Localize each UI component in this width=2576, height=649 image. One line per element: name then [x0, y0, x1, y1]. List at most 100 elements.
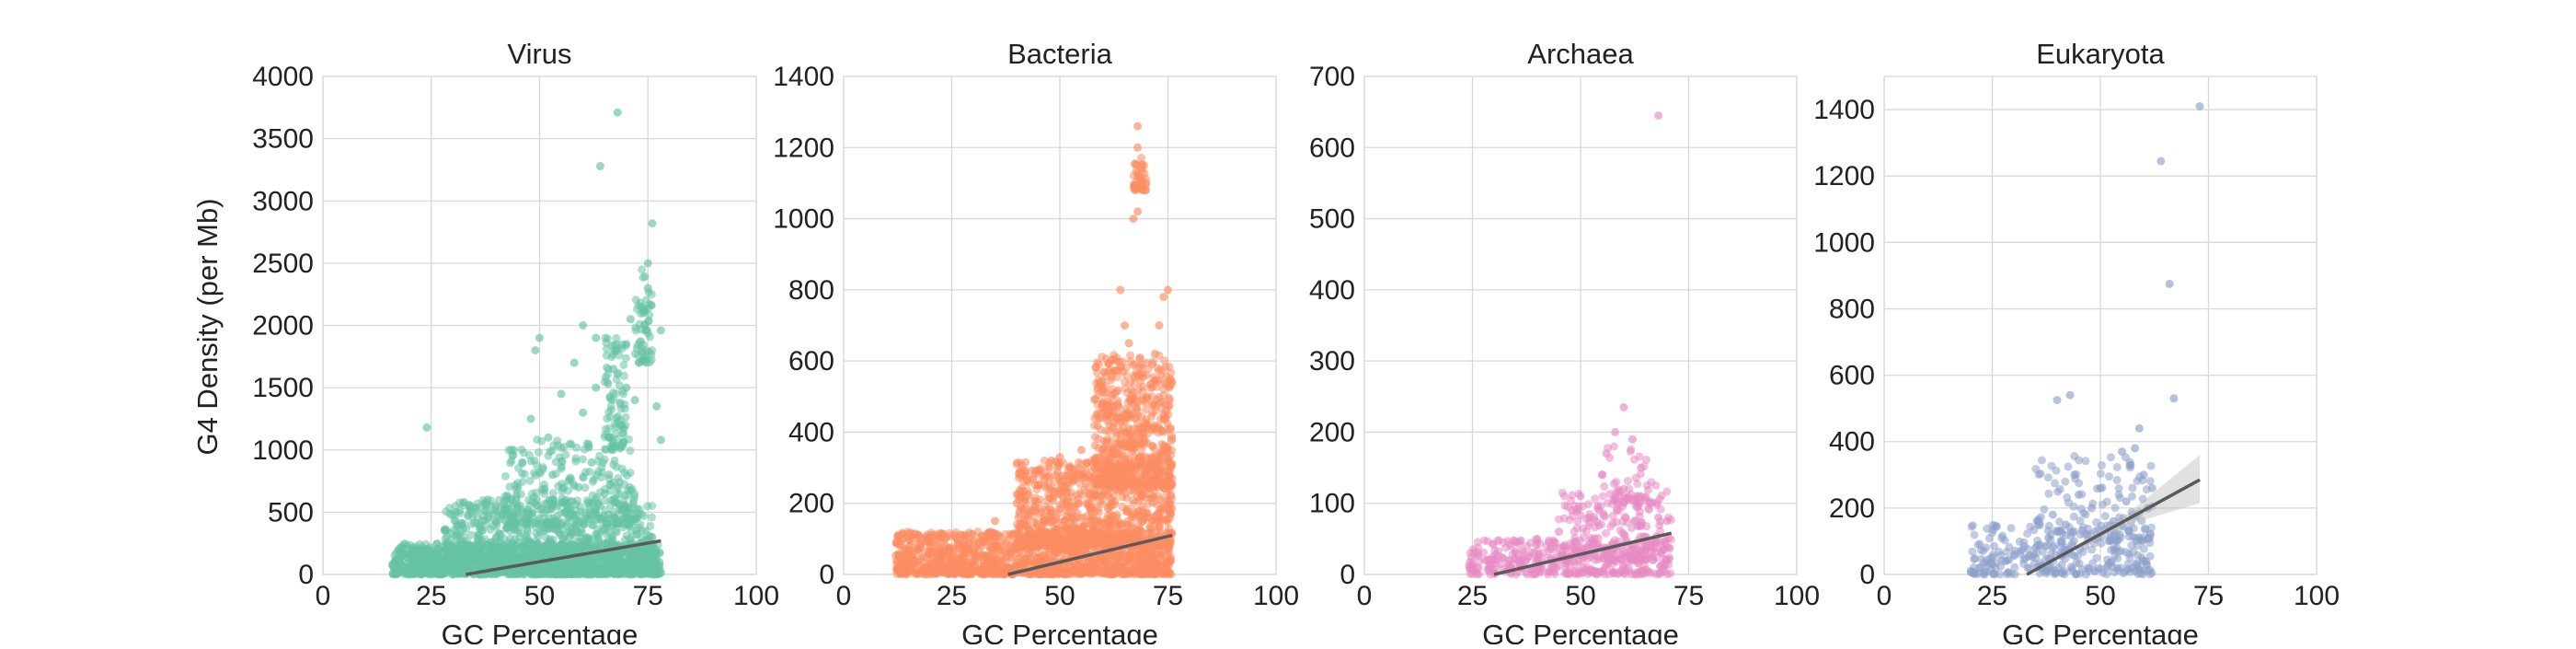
scatter-point	[613, 376, 621, 384]
scatter-point	[638, 265, 646, 273]
scatter-point	[1021, 522, 1029, 530]
scatter-point	[521, 536, 529, 544]
scatter-point	[610, 494, 618, 503]
scatter-point	[1021, 458, 1029, 467]
scatter-point	[644, 259, 652, 267]
scatter-point	[1156, 522, 1164, 530]
scatter-point	[1045, 473, 1053, 481]
scatter-point	[518, 469, 526, 478]
scatter-point	[440, 546, 448, 554]
scatter-point	[1091, 563, 1099, 572]
scatter-point	[539, 463, 547, 471]
scatter-point	[543, 568, 551, 576]
scatter-point	[983, 529, 992, 538]
scatter-point	[533, 501, 541, 509]
scatter-point	[1144, 552, 1153, 561]
scatter-point	[535, 334, 544, 342]
scatter-point	[1089, 489, 1098, 497]
scatter-point	[620, 437, 628, 446]
scatter-point	[463, 538, 471, 546]
scatter-point	[1091, 516, 1099, 525]
scatter-point	[576, 518, 584, 527]
scatter-point	[505, 569, 513, 577]
scatter-points	[891, 122, 1177, 579]
scatter-point	[649, 533, 657, 541]
scatter-point	[449, 564, 457, 573]
scatter-point	[390, 562, 398, 571]
scatter-point	[1112, 513, 1121, 521]
scatter-point	[1154, 509, 1162, 517]
scatter-point	[648, 356, 656, 365]
y-tick-label: 4000	[252, 62, 314, 92]
scatter-point	[991, 531, 999, 539]
scatter-point	[1064, 495, 1072, 504]
scatter-point	[1147, 524, 1156, 532]
scatter-point	[1035, 549, 1043, 557]
scatter-point	[986, 562, 995, 571]
scatter-point	[1166, 568, 1174, 576]
scatter-point	[602, 334, 610, 342]
scatter-point	[1070, 468, 1078, 476]
scatter-point	[604, 555, 612, 563]
scatter-point	[903, 570, 911, 578]
scatter-point	[1041, 539, 1050, 548]
scatter-point	[1127, 569, 1135, 577]
scatter-point	[529, 519, 537, 527]
y-tick-label: 500	[268, 497, 314, 527]
scatter-point	[455, 499, 464, 507]
scatter-point	[997, 569, 1006, 577]
scatter-point	[1155, 553, 1163, 562]
scatter-point	[939, 529, 948, 538]
scatter-point	[1055, 568, 1064, 576]
scatter-point	[562, 546, 570, 554]
scatter-point	[601, 377, 609, 386]
scatter-point	[1053, 539, 1062, 547]
scatter-point	[406, 562, 414, 571]
scatter-point	[589, 492, 597, 500]
scatter-point	[518, 458, 526, 467]
scatter-point	[631, 396, 639, 404]
scatter-point	[648, 502, 656, 510]
scatter-point	[552, 566, 560, 574]
scatter-point	[929, 543, 937, 551]
scatter-point	[543, 519, 551, 527]
scatter-point	[549, 489, 558, 497]
scatter-point	[1098, 561, 1107, 569]
scatter-point	[644, 284, 652, 292]
scatter-point	[1078, 474, 1087, 482]
scatter-point	[646, 522, 654, 530]
scatter-point	[1001, 530, 1009, 539]
scatter-point	[561, 495, 569, 504]
scatter-point	[508, 457, 516, 465]
y-axis-label: G4 Density (per Mb)	[191, 198, 224, 455]
scatter-point	[571, 541, 580, 550]
scatter-point	[420, 546, 429, 554]
scatter-point	[642, 347, 650, 355]
scatter-point	[585, 504, 593, 512]
scatter-point	[1101, 526, 1110, 534]
scatter-point	[457, 520, 466, 528]
scatter-point	[574, 483, 582, 492]
scatter-point	[477, 544, 485, 552]
scatter-point	[1017, 468, 1025, 476]
scatter-point	[454, 540, 462, 549]
scatter-point	[492, 533, 500, 541]
scatter-point	[564, 519, 572, 527]
scatter-point	[424, 570, 432, 578]
scatter-point	[620, 372, 628, 380]
scatter-point	[988, 543, 996, 551]
scatter-point	[484, 495, 492, 504]
scatter-point	[507, 495, 515, 504]
scatter-point	[1018, 484, 1026, 493]
scatter-point	[558, 389, 566, 398]
scatter-point	[1149, 499, 1157, 507]
scatter-point	[1036, 464, 1044, 472]
x-tick-label: 75	[633, 581, 663, 611]
scatter-point	[598, 569, 606, 577]
scatter-point	[1053, 468, 1062, 476]
scatter-points	[388, 109, 665, 579]
scatter-point	[1134, 510, 1143, 518]
scatter-point	[1055, 501, 1064, 509]
